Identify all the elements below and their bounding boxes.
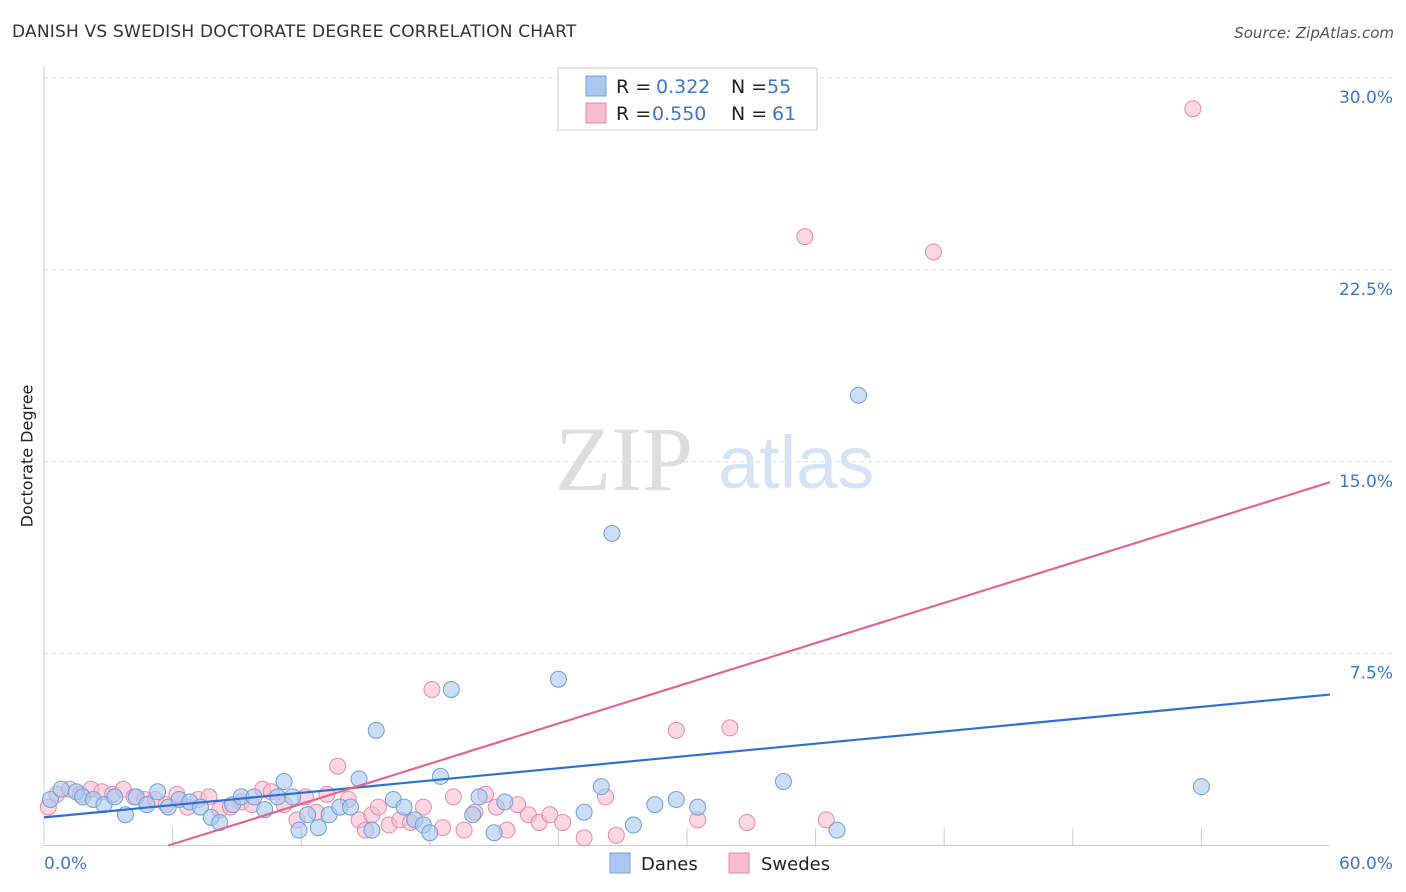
dane-point	[575, 803, 593, 821]
swedes-trend-line	[167, 481, 1331, 847]
y-tick-labels: 7.5% 15.0% 22.5% 30.0%	[1339, 88, 1393, 684]
bottom-legend-swatch-swedes	[728, 852, 750, 874]
dane-point	[689, 798, 707, 816]
dane-point	[341, 798, 359, 816]
legend-danes-n-label: N =	[731, 76, 773, 98]
axes	[43, 66, 1330, 847]
bottom-legend-swatch-danes	[609, 852, 631, 874]
legend-swedes-n-label: N =	[731, 103, 773, 125]
chart-source: Source: ZipAtlas.com	[1234, 24, 1394, 42]
dane-point	[485, 824, 503, 842]
bottom-legend: Danes Swedes	[609, 852, 830, 875]
dane-point	[309, 819, 327, 837]
dane-point	[470, 788, 488, 806]
x-tick-label-min: 0.0%	[44, 854, 87, 874]
dane-point	[363, 821, 381, 839]
legend-danes-r-value: 0.322	[656, 76, 710, 98]
dane-point	[149, 783, 167, 801]
dane-point	[299, 806, 317, 824]
y-tick-label: 30.0%	[1339, 88, 1393, 108]
dane-point	[464, 806, 482, 824]
dane-point	[828, 821, 846, 839]
dane-point	[624, 816, 642, 834]
swede-point	[667, 721, 685, 739]
legend-swedes-r-label: R =	[616, 103, 657, 125]
trend-lines	[43, 481, 1331, 847]
danes-trend-line	[43, 693, 1331, 819]
chart-title: DANISH VS SWEDISH DOCTORATE DEGREE CORRE…	[12, 22, 577, 42]
gridlines	[44, 77, 1393, 655]
dane-point	[646, 796, 664, 814]
swede-point	[444, 788, 462, 806]
dane-point	[496, 793, 514, 811]
swede-point	[796, 228, 814, 246]
dane-point	[774, 773, 792, 791]
danes-points	[41, 386, 1210, 842]
dane-point	[442, 680, 460, 698]
dane-point	[106, 788, 124, 806]
x-tick-label-max: 60.0%	[1339, 854, 1393, 874]
dane-point	[367, 721, 385, 739]
swede-point	[817, 811, 835, 829]
dane-point	[592, 778, 610, 796]
dane-point	[667, 790, 685, 808]
dane-point	[849, 386, 867, 404]
dane-point	[284, 788, 302, 806]
y-tick-label: 22.5%	[1339, 280, 1393, 300]
bottom-legend-label-swedes: Swedes	[761, 854, 830, 875]
dane-point	[41, 790, 59, 808]
swede-point	[423, 680, 441, 698]
dane-point	[52, 780, 70, 798]
swede-point	[329, 757, 347, 775]
legend-swatch-danes	[585, 75, 607, 97]
dane-point	[432, 767, 450, 785]
swede-point	[607, 826, 625, 844]
dane-point	[1192, 778, 1210, 796]
legend-swatch-swedes	[585, 102, 607, 124]
swede-point	[541, 806, 559, 824]
legend-swedes-r-value: 0.550	[652, 103, 706, 125]
legend-swedes-n-value: 61	[772, 103, 796, 125]
legend-danes-n-value: 55	[767, 76, 791, 98]
swede-point	[554, 813, 572, 831]
y-tick-label: 7.5%	[1350, 664, 1393, 684]
watermark-zip: ZIP	[555, 408, 693, 510]
dane-point	[290, 821, 308, 839]
dane-point	[421, 824, 439, 842]
swede-point	[575, 829, 593, 847]
watermark-atlas: atlas	[718, 421, 874, 504]
dane-point	[138, 796, 156, 814]
dane-point	[269, 788, 287, 806]
dane-point	[603, 524, 621, 542]
y-tick-label: 15.0%	[1339, 472, 1393, 492]
dane-point	[549, 670, 567, 688]
dane-point	[275, 773, 293, 791]
swede-point	[721, 719, 739, 737]
swede-point	[738, 813, 756, 831]
swede-point	[1184, 100, 1202, 118]
dane-point	[395, 798, 413, 816]
legend-box: R = 0.322 N = 55 R = 0.550 N = 61	[557, 67, 818, 131]
swede-point	[924, 243, 942, 261]
legend-danes-r-label: R =	[616, 76, 657, 98]
swede-point	[369, 798, 387, 816]
swede-point	[455, 821, 473, 839]
bottom-legend-label-danes: Danes	[641, 854, 698, 875]
swede-point	[414, 798, 432, 816]
